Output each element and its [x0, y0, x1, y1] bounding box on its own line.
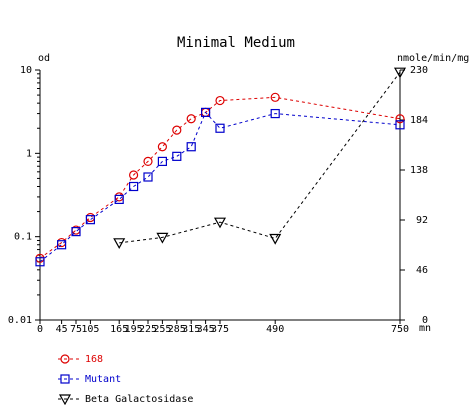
data-point — [215, 123, 225, 133]
y-left-tick-label: 0.1 — [14, 232, 32, 243]
data-point — [269, 233, 282, 245]
data-point — [395, 120, 405, 130]
y-right-tick-label: 184 — [410, 115, 428, 126]
y-left-tick-label: 1 — [26, 148, 32, 159]
x-tick-label: 345 — [197, 324, 215, 335]
x-tick-label: 225 — [139, 324, 157, 335]
y-right-tick-label: 0 — [422, 315, 428, 326]
data-point — [143, 156, 153, 167]
y-right-tick-label: 46 — [416, 265, 428, 276]
data-point — [85, 212, 96, 223]
legend-marker — [60, 354, 70, 364]
data-point — [129, 181, 139, 192]
data-point — [157, 142, 167, 152]
x-tick-label: 315 — [182, 324, 200, 335]
data-point — [113, 238, 126, 250]
data-point — [143, 172, 153, 182]
x-tick-label: 490 — [266, 324, 284, 335]
data-point — [35, 257, 45, 267]
legend-label: Mutant — [85, 374, 121, 385]
x-unit-label: mn — [419, 323, 431, 334]
data-point — [156, 232, 169, 244]
data-point — [114, 194, 124, 205]
x-tick-label: 45 — [56, 324, 68, 335]
data-point — [393, 67, 407, 79]
data-point — [157, 156, 167, 167]
data-point — [186, 142, 196, 152]
data-point — [56, 240, 67, 250]
series-line — [39, 111, 401, 263]
legend-marker — [58, 394, 72, 405]
x-tick-label: 75 — [70, 324, 82, 335]
legend-label: 168 — [85, 354, 103, 365]
y-right-tick-label: 230 — [410, 65, 428, 76]
data-point — [172, 125, 182, 135]
x-tick-label: 750 — [391, 324, 409, 335]
data-point — [201, 107, 211, 117]
x-tick-label: 255 — [153, 324, 171, 335]
chart-title: Minimal Medium — [177, 35, 295, 51]
series-line — [119, 71, 401, 244]
x-tick-label: 195 — [125, 324, 143, 335]
y-right-tick-label: 92 — [416, 215, 428, 226]
data-point — [270, 92, 280, 102]
x-tick-label: 285 — [168, 324, 186, 335]
x-tick-label: 105 — [81, 324, 99, 335]
data-point — [172, 151, 182, 161]
data-point — [186, 114, 196, 124]
data-point — [270, 108, 280, 119]
data-point — [213, 217, 227, 229]
x-tick-label: 0 — [37, 324, 43, 335]
left-axis-label: od — [38, 53, 50, 64]
y-left-tick-label: 0.01 — [8, 315, 32, 326]
y-right-tick-label: 138 — [410, 165, 428, 176]
data-point — [215, 95, 225, 106]
x-tick-label: 375 — [211, 324, 229, 335]
data-point — [71, 227, 81, 237]
legend-label: Beta Galactosidase — [85, 394, 193, 405]
right-axis-label: nmole/min/mg — [397, 53, 469, 64]
x-tick-label: 165 — [110, 324, 128, 335]
data-point — [395, 114, 405, 124]
legend-marker — [60, 374, 70, 384]
data-point — [129, 170, 139, 180]
data-point — [85, 215, 96, 225]
y-left-tick-label: 10 — [20, 65, 32, 76]
series-line — [39, 96, 401, 259]
